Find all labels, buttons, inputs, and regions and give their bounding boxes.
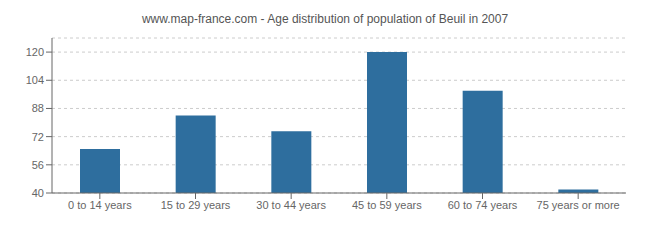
- html-text:www.map-france.com - Age distr: www.map-france.com - Age distribution of…: [141, 12, 509, 26]
- svg-text:30 to 44 years: 30 to 44 years: [256, 199, 326, 211]
- svg-text:0 to 14 years: 0 to 14 years: [68, 199, 132, 211]
- svg-text:75 years or more: 75 years or more: [537, 199, 620, 211]
- svg-text:88: 88: [32, 102, 44, 114]
- svg-text:15 to 29 years: 15 to 29 years: [161, 199, 231, 211]
- svg-text:60 to 74 years: 60 to 74 years: [448, 199, 518, 211]
- svg-text:45 to 59 years: 45 to 59 years: [352, 199, 422, 211]
- svg-text:120: 120: [26, 46, 44, 58]
- svg-text:56: 56: [32, 159, 44, 171]
- svg-text:72: 72: [32, 131, 44, 143]
- svg-text:104: 104: [26, 74, 44, 86]
- svg-text:40: 40: [32, 187, 44, 199]
